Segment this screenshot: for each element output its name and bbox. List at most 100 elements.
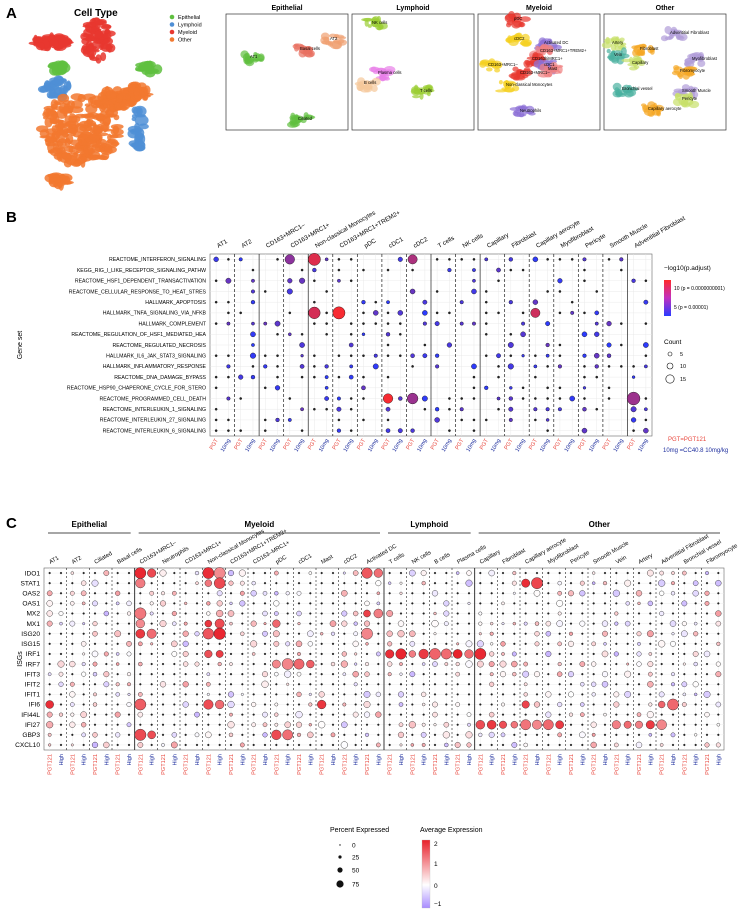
isg-dot — [250, 590, 257, 597]
geneset-dot — [336, 406, 342, 412]
geneset-dot — [582, 407, 587, 412]
isg-dot — [373, 608, 384, 619]
legend-color-title: −log10(p.adjust) — [664, 265, 711, 272]
isg-dot — [547, 582, 550, 585]
isg-dot — [682, 662, 686, 666]
subpanel-frame — [477, 13, 601, 131]
subpanel-point — [333, 38, 345, 44]
geneset-dot — [399, 354, 402, 358]
subpanel-point — [424, 84, 434, 94]
isg-dot — [218, 713, 221, 716]
isg-dot — [58, 671, 64, 677]
umap-point — [45, 107, 51, 113]
umap-point — [94, 30, 104, 39]
isg-dot — [354, 602, 357, 605]
isg-dot — [717, 713, 720, 716]
isg-dot — [694, 602, 697, 605]
geneset-dot — [545, 353, 550, 358]
isg-dot — [490, 693, 493, 696]
geneset-label: REACTOME_PROGRAMMED_CELL_DEATH — [100, 396, 207, 402]
isg-dot — [286, 622, 289, 625]
isg-dot — [490, 612, 493, 615]
isg-dot — [705, 612, 709, 615]
isg-dot — [329, 620, 337, 627]
isg-dot — [556, 620, 563, 627]
subpanel-point — [619, 53, 630, 59]
isg-dot — [658, 700, 666, 709]
isg-dot — [207, 713, 210, 716]
isg-dot — [204, 579, 213, 587]
isg-dot — [591, 661, 597, 667]
isg-dot — [637, 582, 641, 585]
isg-dot — [467, 683, 471, 686]
isg-dot — [377, 723, 380, 726]
isg-dot — [343, 733, 346, 736]
x-tick-label: PGT121 — [524, 754, 530, 775]
isg-dot — [717, 571, 720, 575]
x-tick-label: 10mg — [392, 438, 404, 453]
x-tick-label: PGT121 — [138, 754, 144, 775]
isg-dot — [556, 599, 564, 607]
isg-dot — [524, 632, 527, 635]
geneset-dot — [251, 289, 255, 294]
isg-dot — [421, 691, 427, 697]
isg-dot — [399, 612, 403, 615]
isg-dot — [615, 683, 618, 686]
isg-dot — [626, 652, 629, 656]
subpanel-point — [515, 69, 525, 76]
isg-dot — [309, 713, 312, 716]
geneset-dot — [349, 332, 353, 336]
isg-dot — [308, 571, 313, 575]
celltype-header: AT2 — [240, 238, 253, 250]
isg-dot — [443, 600, 450, 607]
isg-dot — [433, 571, 437, 575]
subpanel-point — [525, 111, 534, 115]
x-tick-label: High — [467, 754, 473, 766]
geneset-label: KEGG_RIG_I_LIKE_RECEPTOR_SIGNALING_PATHW — [77, 268, 206, 274]
geneset-dot — [386, 354, 390, 358]
isg-dot — [399, 602, 403, 605]
isg-dot — [331, 693, 335, 696]
subpanel-point — [371, 77, 381, 86]
isg-dot — [626, 662, 630, 666]
isg-dot — [263, 602, 267, 605]
isg-dot — [93, 612, 97, 615]
isg-dot — [501, 632, 505, 635]
geneset-dot — [263, 418, 267, 422]
isg-dot — [486, 720, 497, 730]
isg-dot — [637, 703, 641, 706]
geneset-dot — [620, 343, 623, 347]
isg-dot — [115, 601, 120, 606]
isg-dot — [717, 592, 720, 595]
geneset-dot — [361, 300, 366, 305]
x-tick-label: PGT — [626, 437, 637, 450]
isg-dot — [569, 612, 573, 615]
subpanel-point — [412, 95, 421, 99]
legend-pct-dot — [338, 855, 342, 859]
x-tick-label: PGT — [283, 437, 294, 450]
isg-dot — [91, 741, 99, 749]
geneset-dot — [581, 427, 588, 434]
isg-dot — [386, 610, 394, 617]
x-tick-label: PGT — [528, 437, 539, 450]
isg-dot — [409, 630, 416, 637]
geneset-dot — [607, 386, 611, 390]
geneset-dot — [447, 267, 452, 273]
isg-dot — [467, 612, 471, 615]
gene-label: IFI6 — [29, 702, 41, 709]
isg-dot — [558, 571, 561, 575]
legend-avg-tick: 0 — [434, 883, 438, 890]
isg-dot — [445, 683, 448, 686]
isg-dot — [545, 691, 552, 698]
isg-dot — [70, 571, 75, 575]
isg-dot — [694, 571, 697, 575]
isg-dot — [397, 691, 405, 698]
geneset-dot — [558, 258, 562, 261]
legend-avg-tick: 2 — [434, 841, 438, 848]
isg-dot — [703, 650, 711, 658]
isg-dot — [48, 642, 51, 645]
geneset-dot — [619, 257, 624, 262]
umap-point — [53, 152, 62, 160]
umap-point — [133, 87, 140, 97]
isg-dot — [202, 567, 215, 579]
